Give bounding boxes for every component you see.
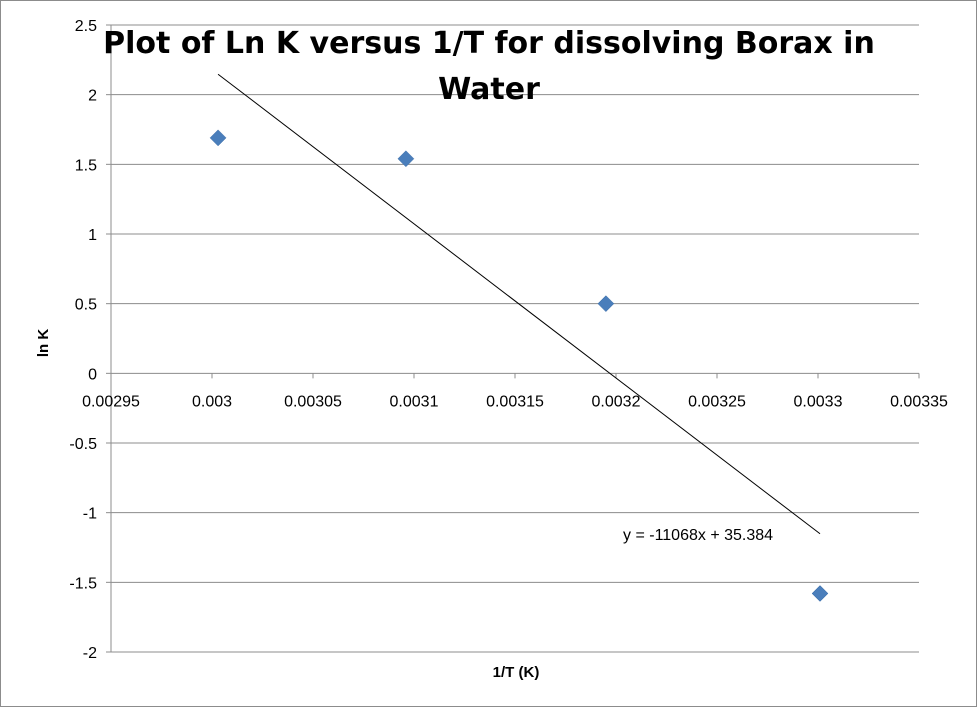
x-tick-label: 0.00315	[486, 393, 544, 410]
x-tick-label: 0.0032	[592, 393, 641, 410]
x-tick-label: 0.00325	[688, 393, 746, 410]
y-tick-label: 0	[88, 366, 97, 383]
x-tick-label: 0.003	[192, 393, 232, 410]
trendline-equation: y = -11068x + 35.384	[623, 527, 773, 544]
axes	[106, 24, 920, 653]
y-tick-labels: 2.5 2 1.5 1 0.5 0 -0.5 -1 -1.5 -2	[69, 18, 97, 662]
x-tick-label: 0.00305	[284, 393, 342, 410]
chart-title-line2: Water	[438, 72, 540, 107]
x-tick-label: 0.0031	[390, 393, 439, 410]
y-tick-label: -1.5	[69, 575, 97, 592]
trendline-group	[217, 73, 821, 535]
y-tick-label: -1	[83, 506, 97, 523]
data-point-marker	[397, 150, 415, 168]
x-tick-label: 0.00295	[82, 393, 140, 410]
data-points	[209, 129, 829, 602]
y-tick-label: 1.5	[75, 157, 97, 174]
x-tick-label: 0.00335	[890, 393, 948, 410]
y-axis-title: ln K	[35, 329, 52, 357]
chart-title-line1: Plot of Ln K versus 1/T for dissolving B…	[103, 26, 875, 61]
trendline	[217, 73, 821, 535]
data-point-marker	[811, 585, 829, 602]
y-tick-label: -2	[83, 645, 97, 662]
data-point-marker	[209, 129, 227, 147]
x-tick-labels: 0.00295 0.003 0.00305 0.0031 0.00315 0.0032 0.…	[82, 393, 948, 410]
y-tick-label: 2	[88, 88, 97, 105]
data-point-marker	[597, 295, 615, 313]
x-axis-title: 1/T (K)	[493, 664, 540, 681]
y-tick-label: 1	[88, 227, 97, 244]
y-tick-label: 0.5	[75, 297, 97, 314]
y-tick-label: 2.5	[75, 18, 97, 35]
y-tick-label: -0.5	[69, 436, 97, 453]
x-tick-label: 0.0033	[794, 393, 843, 410]
gridlines	[111, 24, 919, 653]
